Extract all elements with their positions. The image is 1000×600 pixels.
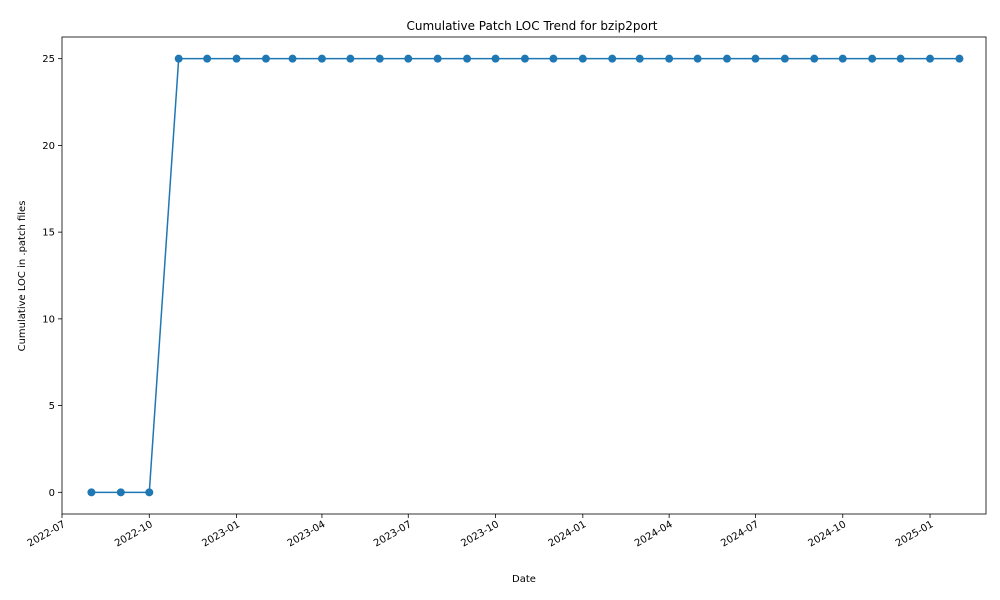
- data-point: [116, 488, 125, 497]
- data-point: [549, 54, 558, 63]
- data-point: [608, 54, 617, 63]
- plot-frame: [61, 36, 987, 515]
- data-point: [288, 54, 297, 63]
- y-tick-label: 20: [42, 141, 55, 152]
- data-point: [810, 54, 819, 63]
- y-tick-label: 15: [42, 228, 55, 239]
- data-point: [317, 54, 326, 63]
- data-point: [261, 54, 270, 63]
- data-point: [635, 54, 644, 63]
- y-tick-label: 10: [42, 314, 55, 325]
- data-point: [955, 54, 964, 63]
- data-point: [463, 54, 472, 63]
- data-point: [433, 54, 442, 63]
- data-point: [145, 488, 154, 497]
- data-point: [751, 54, 760, 63]
- data-point: [87, 488, 96, 497]
- data-point: [174, 54, 183, 63]
- data-point: [665, 54, 674, 63]
- data-point: [520, 54, 529, 63]
- chart-title: Cumulative Patch LOC Trend for bzip2port: [406, 19, 657, 33]
- data-point: [780, 54, 789, 63]
- y-tick-label: 25: [42, 54, 55, 65]
- y-tick-label: 0: [49, 488, 55, 499]
- plot-marks: [87, 54, 964, 497]
- data-point: [232, 54, 241, 63]
- data-point: [926, 54, 935, 63]
- data-point: [203, 54, 212, 63]
- y-axis-title: Cumulative LOC in .patch files: [17, 201, 28, 352]
- data-point: [693, 54, 702, 63]
- data-point: [346, 54, 355, 63]
- data-point: [838, 54, 847, 63]
- data-point: [896, 54, 905, 63]
- data-point: [491, 54, 500, 63]
- data-point: [375, 54, 384, 63]
- y-tick-label: 5: [49, 401, 55, 412]
- data-point: [404, 54, 413, 63]
- data-point: [868, 54, 877, 63]
- x-axis-title: Date: [512, 574, 536, 585]
- data-point: [578, 54, 587, 63]
- data-point: [723, 54, 732, 63]
